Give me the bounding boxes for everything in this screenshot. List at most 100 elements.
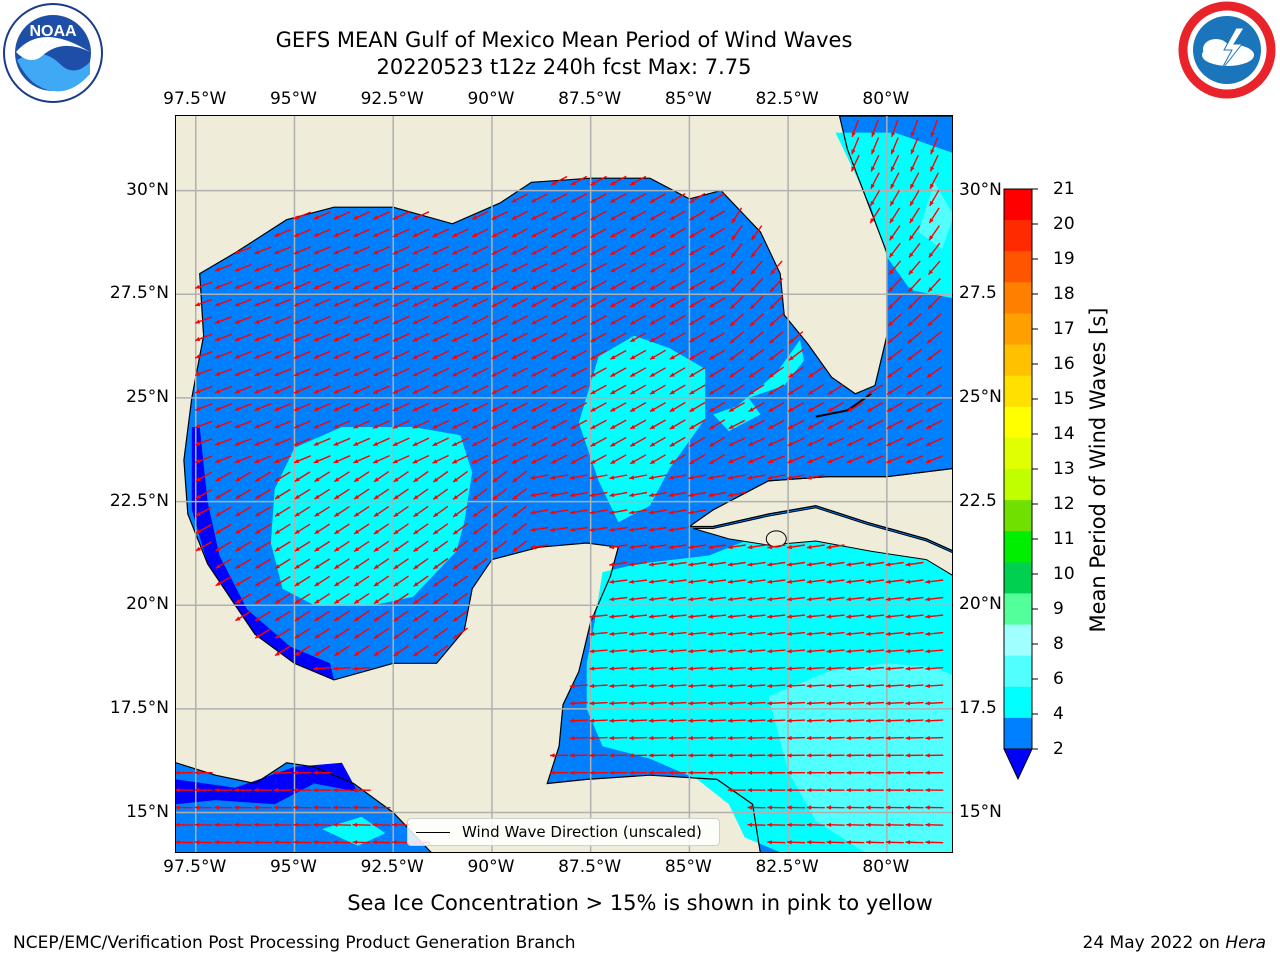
wave-arrow-head <box>826 666 832 671</box>
wave-arrow-head <box>689 233 695 238</box>
wave-arrow-head <box>688 735 693 741</box>
wave-arrow-head <box>392 215 398 220</box>
wave-arrow-head <box>630 198 636 203</box>
wave-arrow-head <box>806 701 812 706</box>
wave-arrow-head <box>472 407 477 411</box>
wave-arrow-head <box>255 633 261 639</box>
wave-arrow-head <box>530 544 536 550</box>
wave-arrow-head <box>610 459 616 464</box>
wave-arrow-head <box>806 770 812 775</box>
wave-arrow-head <box>689 198 695 203</box>
wave-arrow-head <box>354 599 360 604</box>
wave-arrow-head <box>808 407 813 412</box>
wave-arrow-head <box>847 441 853 446</box>
wave-arrow-head <box>728 475 733 480</box>
wave-arrow-head <box>491 250 497 255</box>
wave-arrow-head <box>668 649 674 654</box>
wave-arrow-head <box>294 477 300 482</box>
wave-arrow-head <box>650 285 655 290</box>
wave-arrow-head <box>668 770 674 775</box>
wave-arrow-head <box>630 302 636 307</box>
wave-arrow-head <box>589 683 595 689</box>
wave-arrow-head <box>709 459 715 464</box>
wave-arrow-head <box>925 840 930 845</box>
wave-arrow-head <box>531 198 537 203</box>
wave-arrow-head <box>629 614 634 619</box>
wave-arrow-head <box>392 372 398 377</box>
wave-arrow-head <box>511 407 517 412</box>
wave-arrow-head <box>253 822 259 827</box>
wave-arrow-head <box>531 233 537 238</box>
wave-arrow-head <box>787 649 792 654</box>
wave-arrow-head <box>747 649 753 654</box>
lat-tick-right: 17.5 <box>959 697 997 718</box>
wave-arrow-head <box>531 320 537 325</box>
wave-arrow-head <box>669 250 675 255</box>
wave-arrow-head <box>787 805 792 810</box>
wave-arrow-head <box>885 649 891 654</box>
wave-arrow-head <box>551 355 557 359</box>
wave-arrow-head <box>689 355 695 360</box>
wave-arrow-head <box>629 492 634 498</box>
wave-arrow-head <box>889 269 894 275</box>
wave-arrow-head <box>531 302 537 307</box>
wave-arrow-head <box>908 287 914 292</box>
wave-arrow-head <box>767 631 772 636</box>
wave-arrow-head <box>866 562 871 567</box>
wave-arrow-head <box>905 666 911 671</box>
wave-arrow-head <box>195 529 201 534</box>
wave-arrow-head <box>254 319 260 324</box>
wave-arrow-head <box>630 459 636 464</box>
wave-arrow-head <box>432 354 438 359</box>
wave-arrow-head <box>910 200 915 206</box>
wave-arrow-head <box>610 285 616 290</box>
wave-arrow-head <box>767 683 772 689</box>
wave-arrow-head <box>871 149 876 155</box>
wave-arrow-head <box>709 372 715 377</box>
wave-arrow-head <box>373 389 379 394</box>
wave-arrow-head <box>294 267 300 272</box>
wave-arrow-head <box>333 354 339 359</box>
wave-arrow-head <box>432 372 438 377</box>
wave-arrow-head <box>905 753 911 758</box>
wave-arrow-head <box>910 166 915 172</box>
wave-arrow-head <box>294 512 300 517</box>
lon-tick-top: 97.5°W <box>163 89 227 109</box>
wave-arrow-head <box>709 424 715 430</box>
wave-arrow-head <box>214 788 219 793</box>
wave-arrow-head <box>590 215 596 220</box>
colorbar-tick-label: 17 <box>1053 319 1075 339</box>
wave-arrow-head <box>788 407 794 412</box>
lat-tick-left: 30°N <box>126 179 169 200</box>
lon-tick-top: 92.5°W <box>360 89 424 109</box>
colorbar-tick-label: 6 <box>1053 669 1064 689</box>
wave-arrow-head <box>925 805 930 810</box>
wave-arrow-head <box>452 232 458 237</box>
wave-arrow-head <box>254 267 260 272</box>
wave-arrow-head <box>472 233 477 237</box>
wave-arrow-head <box>294 215 300 220</box>
wave-arrow-head <box>767 579 773 584</box>
wave-arrow-head <box>274 406 280 411</box>
wave-arrow-head <box>253 840 259 845</box>
wave-arrow-head <box>767 562 773 567</box>
wave-arrow-head <box>751 252 756 258</box>
wave-arrow-head <box>452 441 458 446</box>
wave-arrow-head <box>314 529 320 534</box>
wave-arrow-head <box>215 354 220 359</box>
wave-arrow-head <box>492 495 498 500</box>
wave-arrow-head <box>491 320 497 324</box>
wave-arrow-head <box>866 683 871 689</box>
wave-arrow-head <box>393 651 399 656</box>
wave-arrow-head <box>195 319 201 324</box>
wave-arrow-head <box>826 770 831 775</box>
wave-arrow-head <box>827 459 833 463</box>
wave-arrow-head <box>886 407 892 412</box>
wave-arrow-head <box>373 459 379 464</box>
colorbar-tick-label: 9 <box>1053 599 1064 619</box>
wave-arrow-head <box>254 389 260 394</box>
wave-arrow-head <box>668 753 674 758</box>
wave-arrow-head <box>373 564 379 569</box>
wave-arrow-head <box>313 459 319 464</box>
wave-arrow-head <box>749 373 755 378</box>
